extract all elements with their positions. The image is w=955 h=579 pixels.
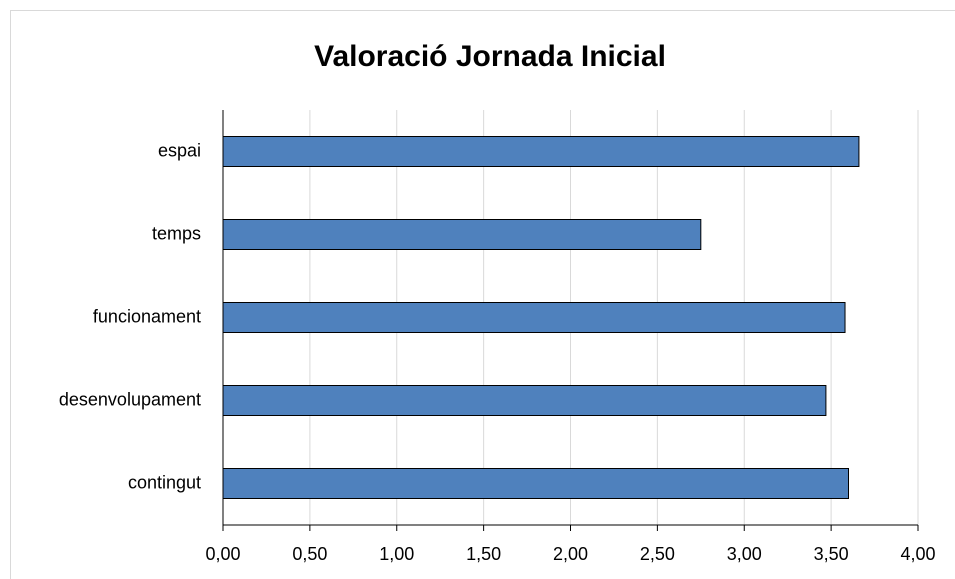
bar	[222, 385, 827, 416]
x-tick-label: 0,50	[292, 544, 327, 564]
y-tick-label: espai	[158, 140, 201, 160]
bar	[222, 136, 860, 167]
x-tick-label: 3,50	[814, 544, 849, 564]
x-tick-label: 2,50	[640, 544, 675, 564]
chart-title: Valoració Jornada Inicial	[314, 40, 666, 73]
x-tick-label: 1,50	[466, 544, 501, 564]
x-tick-label: 3,00	[727, 544, 762, 564]
bar	[222, 302, 846, 333]
y-tick-label: funcionament	[93, 306, 201, 326]
bar	[222, 219, 702, 250]
x-tick-label: 0,00	[205, 544, 240, 564]
chart-border	[10, 10, 955, 579]
x-tick-label: 4,00	[900, 544, 935, 564]
y-tick-label: contingut	[128, 472, 201, 492]
y-tick-label: desenvolupament	[59, 389, 201, 409]
x-tick-label: 2,00	[553, 544, 588, 564]
x-tick-label: 1,00	[379, 544, 414, 564]
bar	[222, 468, 849, 499]
y-tick-label: temps	[152, 223, 201, 243]
